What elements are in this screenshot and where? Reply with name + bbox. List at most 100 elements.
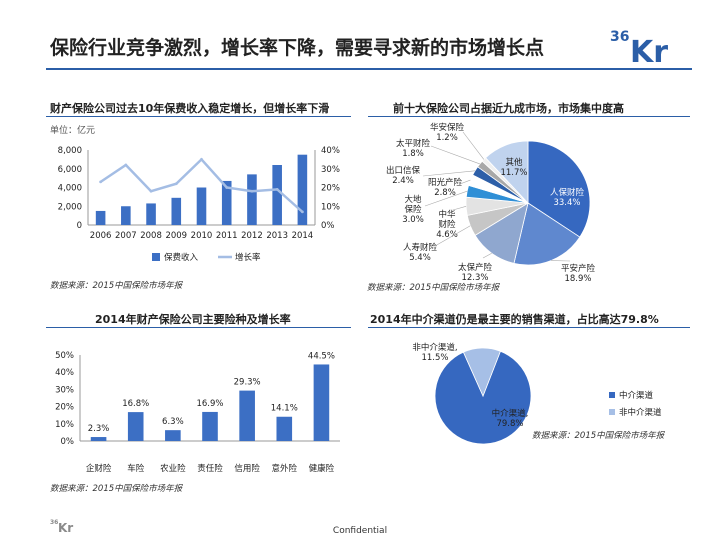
p2-rule	[368, 116, 690, 117]
pie-label-value: 5.4%	[409, 253, 431, 263]
bar-growth	[202, 411, 218, 441]
bar-premium	[196, 187, 207, 225]
bar-data-label: 16.9%	[196, 399, 223, 409]
bar-premium	[221, 180, 232, 225]
pie-label-value: 1.8%	[402, 149, 424, 159]
pie-label-value: 18.9%	[564, 274, 591, 284]
x-tick-label: 车险	[127, 463, 145, 474]
y-tick-label: 30%	[55, 385, 74, 395]
x-tick-label: 2014	[292, 231, 314, 241]
x-tick-label: 2012	[241, 231, 263, 241]
x-tick-label: 2010	[191, 231, 213, 241]
pie-leader-line	[434, 225, 471, 247]
pie-label-value: 33.4%	[553, 198, 580, 208]
x-tick-label: 意外险	[272, 463, 298, 474]
point-growth-rate	[200, 157, 203, 161]
pie-slice-minor	[462, 347, 501, 398]
pie-label-name: 华安保险	[430, 122, 465, 133]
pie-leader-line	[482, 253, 492, 259]
y-tick-label: 20%	[55, 403, 74, 413]
x-tick-label: 农业险	[160, 463, 186, 474]
bar-premium	[171, 197, 182, 225]
x-tick-label: 2007	[115, 231, 137, 241]
legend-label-premium: 保费收入	[164, 252, 199, 263]
point-growth-rate	[149, 189, 153, 193]
bar-growth	[90, 437, 107, 441]
pie-label-value: 3.0%	[402, 215, 424, 225]
y-left-tick-label: 0	[77, 221, 82, 231]
pie-label-name: 人寿财险	[403, 242, 438, 253]
x-tick-label: 2009	[165, 231, 187, 241]
pie-label-name: 出口信保	[386, 165, 421, 176]
p3-title: 2014年财产保险公司主要险种及增长率	[95, 313, 291, 326]
x-tick-label: 责任险	[197, 463, 223, 474]
bar-growth	[313, 364, 330, 441]
pie-label-value: 11.5%	[421, 353, 448, 363]
36kr-logo: 36 Kr	[610, 29, 668, 64]
x-tick-label: 企财险	[86, 463, 112, 474]
bar-growth	[165, 430, 181, 441]
bar-premium	[297, 154, 308, 225]
bar-data-label: 2.3%	[88, 424, 110, 434]
logo-36: 36	[610, 29, 629, 45]
footer-logo-kr: Kr	[58, 521, 73, 533]
bar-premium	[272, 165, 282, 225]
pie-label-name: 太保产险	[458, 262, 493, 273]
y-right-tick-label: 20%	[321, 184, 340, 194]
pie-label-value: 11.7%	[500, 168, 527, 178]
point-growth-rate	[225, 186, 229, 189]
p3-source: 数据来源：2015中国保险市场年报	[50, 484, 183, 494]
x-tick-label: 2008	[140, 231, 162, 241]
bar-data-label: 44.5%	[308, 351, 335, 361]
pie-slice-major	[434, 350, 532, 445]
p4-title: 2014年中介渠道仍是最主要的销售渠道，占比高达79.8%	[370, 313, 659, 326]
x-tick-label: 信用险	[234, 463, 260, 474]
pie-label-value: 2.8%	[434, 188, 456, 198]
pie-leader-line	[459, 179, 471, 185]
pie-label-name: 财险	[438, 219, 456, 230]
pie-leader-line	[430, 145, 480, 165]
p1-rule	[46, 116, 351, 117]
pie-leader-line	[424, 190, 468, 207]
pie-label-name: 人保财险	[550, 187, 585, 198]
bar-data-label: 16.8%	[122, 399, 149, 409]
p2-source: 数据来源：2015中国保险市场年报	[367, 283, 500, 293]
pie-label-name: 其他	[505, 157, 523, 168]
y-tick-label: 40%	[55, 368, 74, 378]
y-right-tick-label: 30%	[321, 165, 340, 175]
pie-leader-line	[422, 170, 476, 177]
footer-confidential: Confidential	[332, 526, 388, 536]
pie-label-value: 1.2%	[436, 133, 458, 143]
bar-growth	[239, 390, 255, 441]
chart-line-growth: 0% 10% 20% 30% 40% 50% 2.3% 企财险 16.8% 车险 6.3% 农业险 16…	[55, 351, 340, 474]
pie-label-name: 大地	[404, 194, 422, 205]
bar-premium	[95, 210, 106, 225]
x-tick-label: 2013	[266, 231, 288, 241]
pie-label-value: 79.8%	[496, 419, 523, 429]
y-right-tick-label: 10%	[321, 202, 340, 212]
p4-rule	[368, 327, 690, 328]
pie-slice	[484, 140, 529, 205]
p1-unit: 单位：亿元	[50, 126, 96, 136]
pie-label-name: 保险	[404, 204, 422, 215]
p3-rule	[46, 327, 351, 328]
p4-source: 数据来源：2015中国保险市场年报	[532, 431, 665, 441]
legend-label-growth: 增长率	[235, 252, 261, 263]
bar-premium	[146, 203, 156, 225]
y-left-tick-label: 2,000	[58, 202, 82, 212]
p2-title: 前十大保险公司占据近九成市场，市场集中度高	[393, 102, 624, 115]
x-tick-label: 2011	[216, 231, 238, 241]
footer-logo: 36 Kr	[50, 519, 73, 533]
pie-label-value: 4.6%	[436, 230, 458, 240]
page-title: 保险行业竞争激烈，增长率下降，需要寻求新的市场增长点	[50, 37, 545, 59]
legend-swatch	[609, 409, 615, 415]
p1-source: 数据来源：2015中国保险市场年报	[50, 281, 183, 291]
y-left-tick-label: 4,000	[58, 184, 82, 194]
pie-label-name: 太平财险	[396, 138, 431, 149]
legend-swatch	[609, 392, 615, 398]
pie-label-name: 中介渠道,	[492, 408, 529, 419]
point-growth-rate	[124, 163, 128, 167]
